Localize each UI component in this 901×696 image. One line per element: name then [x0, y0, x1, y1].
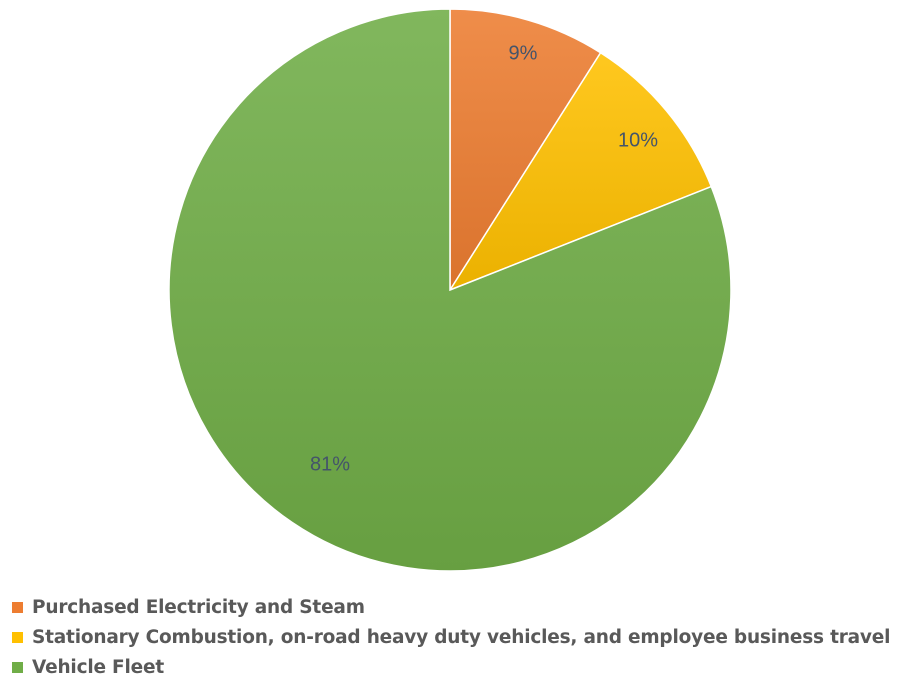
legend-item: Vehicle Fleet — [12, 652, 897, 682]
legend: Purchased Electricity and Steam Stationa… — [12, 592, 897, 682]
pie-slice — [448, 51, 713, 292]
pie-slices — [168, 8, 732, 572]
legend-swatch — [12, 601, 23, 613]
legend-label: Purchased Electricity and Steam — [32, 596, 365, 618]
slice-data-label: 81% — [310, 453, 350, 475]
pie-slice — [168, 8, 732, 572]
legend-swatch — [12, 631, 23, 643]
slice-data-label: 10% — [618, 129, 658, 151]
pie-chart: 9% 10% 81% — [168, 8, 732, 572]
pie-slice — [449, 8, 602, 293]
legend-label: Vehicle Fleet — [32, 656, 164, 678]
legend-label: Stationary Combustion, on-road heavy dut… — [32, 626, 891, 648]
legend-swatch — [12, 661, 23, 673]
pie-data-labels: 9% 10% 81% — [310, 42, 658, 475]
legend-item: Stationary Combustion, on-road heavy dut… — [12, 622, 897, 652]
legend-item: Purchased Electricity and Steam — [12, 592, 897, 622]
slice-data-label: 9% — [509, 42, 538, 64]
